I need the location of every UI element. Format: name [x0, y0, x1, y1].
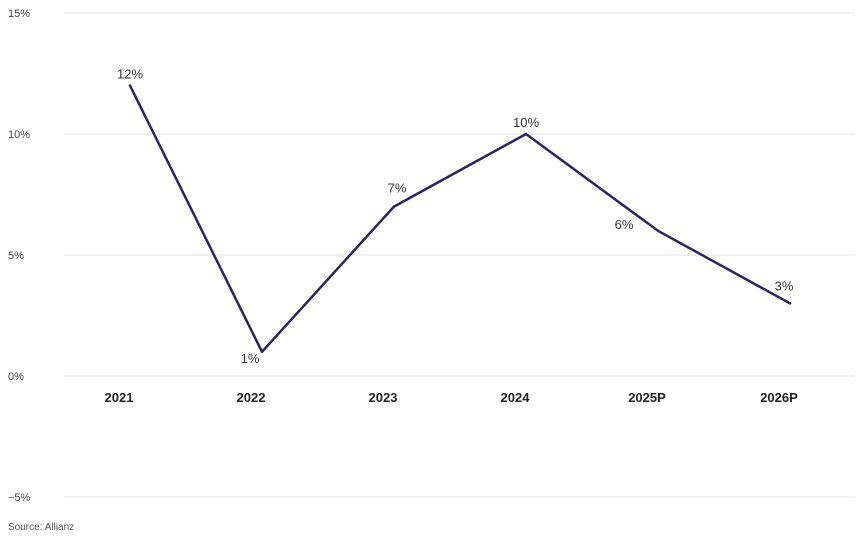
data-point [260, 350, 264, 353]
data-label: 6% [615, 217, 634, 232]
x-tick-label: 2022 [237, 390, 266, 405]
x-tick-label: 2024 [501, 390, 531, 405]
source-note: Source: Allianz [8, 522, 75, 533]
data-point [656, 229, 660, 232]
data-point [788, 302, 792, 305]
x-tick-label: 2021 [105, 390, 134, 405]
data-point [392, 205, 396, 208]
series-line [128, 84, 792, 354]
data-point [128, 84, 132, 87]
y-tick-label: 5% [8, 250, 24, 262]
data-point [524, 132, 528, 136]
x-tick-label: 2023 [369, 390, 398, 405]
y-tick-label: 10% [8, 129, 30, 141]
y-tick-label: 0% [8, 371, 24, 383]
data-label: 3% [775, 278, 794, 293]
x-tick-label: 2026P [760, 390, 798, 405]
x-tick-label: 2025P [628, 390, 666, 405]
y-tick-label: 15% [8, 8, 30, 20]
data-label: 12% [117, 67, 143, 82]
data-label: 1% [241, 351, 260, 366]
y-tick-label: −5% [8, 492, 31, 504]
data-label: 7% [388, 181, 407, 196]
data-label: 10% [513, 115, 539, 130]
